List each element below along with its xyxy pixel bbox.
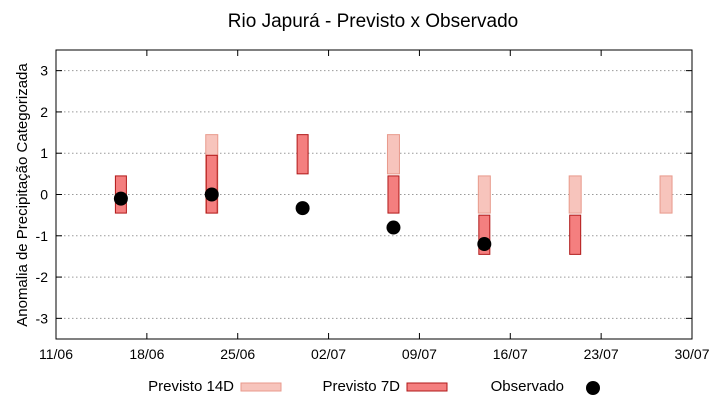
y-tick-label: 1 (40, 145, 48, 161)
x-tick-label: 16/07 (493, 346, 528, 362)
previsto-14d-bar (568, 175, 582, 214)
y-tick-label: -3 (36, 310, 49, 326)
x-tick-label: 09/07 (402, 346, 437, 362)
previsto-7d-bar (569, 214, 582, 255)
x-tick-label: 30/07 (674, 346, 709, 362)
observado-point (295, 201, 310, 216)
y-tick-label: -1 (36, 228, 49, 244)
observado-point (386, 220, 401, 235)
observado-point (477, 237, 492, 252)
previsto-7d-bar (205, 154, 218, 214)
observado-series (113, 187, 492, 252)
legend-label-previsto-14d: Previsto 14D (148, 378, 234, 395)
legend: Previsto 14D Previsto 7D Observado (148, 378, 600, 395)
y-axis-label: Anomalia de Precipitação Categorizada (14, 63, 31, 327)
legend-swatch-previsto-7d (406, 382, 448, 392)
previsto-14d-bar (477, 175, 491, 214)
previsto-14d-bar (386, 134, 400, 175)
observado-point (113, 191, 128, 206)
y-tick-label: -2 (36, 269, 49, 285)
y-tick-label: 2 (40, 104, 48, 120)
x-axis-ticks: 11/06 18/06 25/06 02/07 09/07 16/07 23/07 30/07 (39, 50, 710, 362)
observado-point (204, 187, 219, 202)
previsto-7d-bar (296, 134, 309, 175)
legend-label-observado: Observado (491, 378, 564, 395)
legend-label-previsto-7d: Previsto 7D (322, 378, 400, 395)
y-axis-ticks: -3 -2 -1 0 1 2 3 (36, 63, 692, 326)
y-tick-label: 3 (40, 63, 48, 79)
y-tick-label: 0 (40, 187, 48, 203)
previsto-14d-series (205, 134, 673, 214)
previsto-7d-bar (387, 175, 400, 214)
x-tick-label: 18/06 (129, 346, 164, 362)
grid-lines (56, 70, 692, 319)
legend-marker-observado (586, 381, 600, 395)
previsto-14d-bar (659, 175, 673, 214)
chart-title: Rio Japurá - Previsto x Observado (228, 11, 518, 32)
x-tick-label: 11/06 (39, 346, 73, 362)
x-tick-label: 25/06 (220, 346, 255, 362)
x-tick-label: 23/07 (584, 346, 619, 362)
previsto-7d-bar (478, 214, 491, 255)
legend-swatch-previsto-14d (240, 382, 282, 392)
x-tick-label: 02/07 (311, 346, 346, 362)
